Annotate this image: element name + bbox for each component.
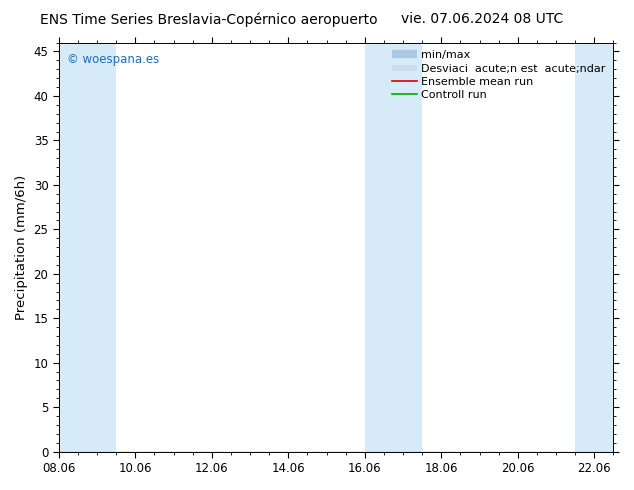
Y-axis label: Precipitation (mm/6h): Precipitation (mm/6h) <box>15 174 28 319</box>
Bar <box>365 43 422 452</box>
Text: ENS Time Series Breslavia-Copérnico aeropuerto: ENS Time Series Breslavia-Copérnico aero… <box>41 12 378 27</box>
Bar <box>59 43 116 452</box>
Bar <box>575 43 614 452</box>
Text: vie. 07.06.2024 08 UTC: vie. 07.06.2024 08 UTC <box>401 12 563 26</box>
Legend: min/max, Desviaci  acute;n est  acute;ndar, Ensemble mean run, Controll run: min/max, Desviaci acute;n est acute;ndar… <box>389 47 609 104</box>
Text: © woespana.es: © woespana.es <box>67 53 159 66</box>
